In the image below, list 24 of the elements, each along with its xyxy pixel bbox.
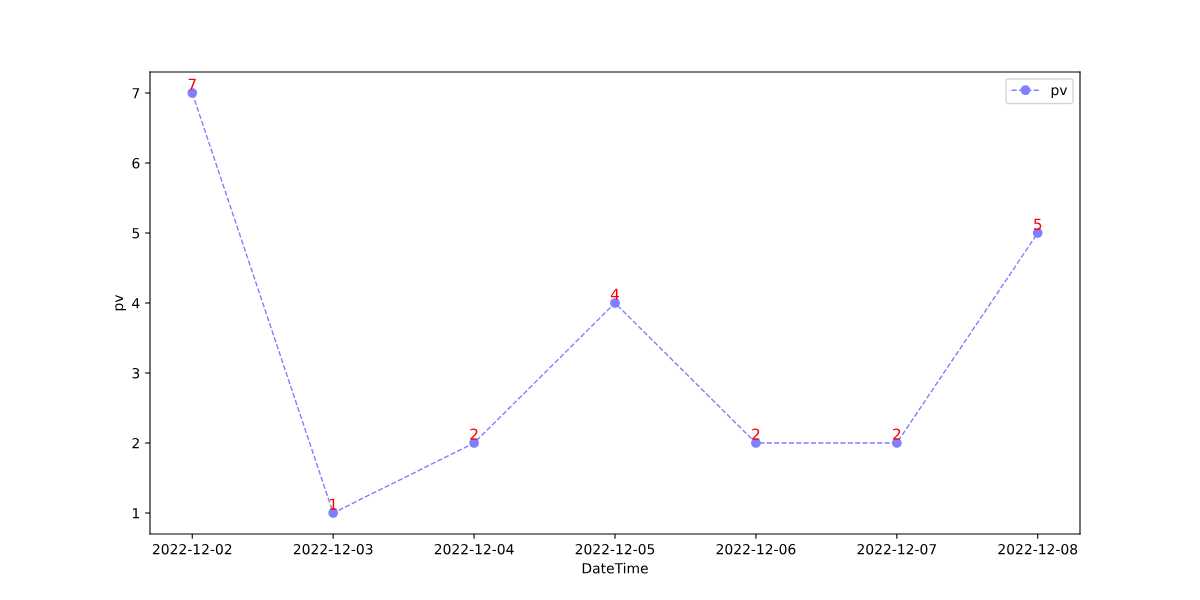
x-tick-label: 2022-12-03 [293, 543, 373, 555]
x-tick-label: 2022-12-08 [998, 543, 1078, 555]
data-label: 2 [893, 428, 901, 440]
x-tick-label: 2022-12-05 [575, 543, 655, 555]
data-label: 5 [1034, 218, 1042, 231]
y-tick-label: 2 [132, 437, 139, 449]
y-tick-label: 3 [132, 367, 140, 379]
data-label: 1 [330, 498, 337, 510]
x-axis-title: DateTime [582, 562, 648, 574]
x-tick-label: 2022-12-02 [152, 543, 232, 555]
y-tick-label: 1 [132, 508, 139, 519]
y-tick-label: 7 [132, 88, 140, 99]
data-label: 4 [610, 288, 619, 300]
x-tick-label: 2022-12-04 [434, 543, 514, 555]
y-axis-title: pv [115, 294, 126, 311]
y-tick-label: 4 [132, 298, 140, 309]
x-tick-label: 2022-12-07 [857, 543, 936, 555]
y-tick-label: 6 [132, 157, 140, 169]
data-label: 2 [470, 428, 478, 440]
data-label: 2 [752, 428, 760, 440]
legend-label: pv [1051, 87, 1068, 98]
y-tick-label: 5 [132, 228, 140, 239]
x-tick-label: 2022-12-06 [716, 543, 796, 555]
data-label: 7 [188, 78, 196, 90]
